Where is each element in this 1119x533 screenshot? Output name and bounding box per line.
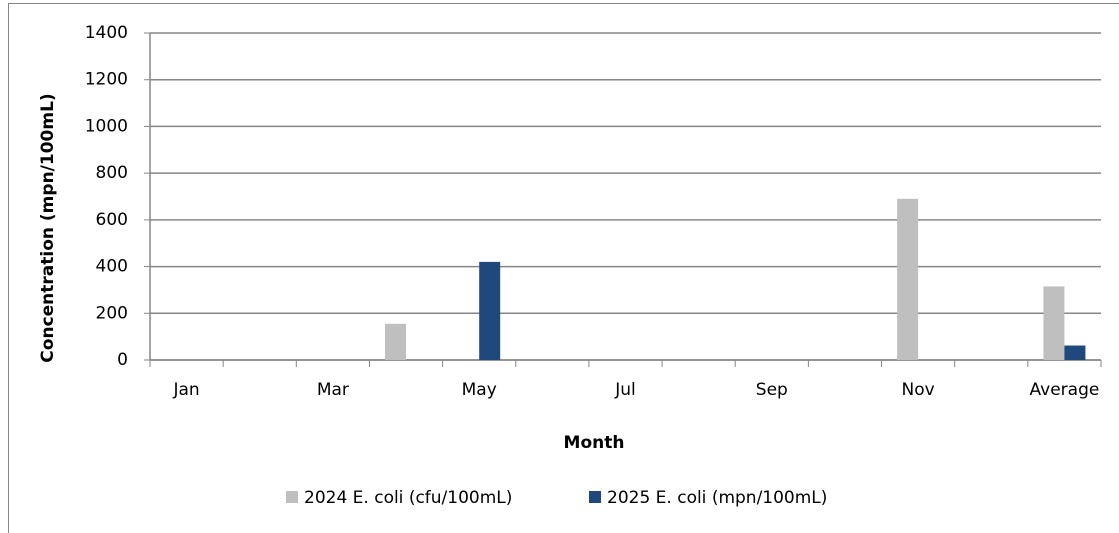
legend-swatch bbox=[589, 491, 601, 503]
x-axis-title: Month bbox=[564, 433, 625, 453]
bar bbox=[385, 323, 407, 360]
y-tick-label: 600 bbox=[96, 210, 128, 230]
legend-label: 2025 E. coli (mpn/100mL) bbox=[607, 488, 827, 508]
legend-label: 2024 E. coli (cfu/100mL) bbox=[304, 488, 512, 508]
x-tick-label: Jan bbox=[172, 380, 199, 400]
bar bbox=[1043, 286, 1065, 360]
x-tick-label: Mar bbox=[317, 380, 349, 400]
x-tick-label: Jul bbox=[614, 380, 636, 400]
x-tick-label: Average bbox=[1030, 380, 1100, 400]
bar bbox=[897, 198, 919, 360]
y-tick-label: 800 bbox=[96, 163, 128, 183]
chart-frame bbox=[8, 3, 1119, 533]
y-tick-label: 400 bbox=[96, 257, 128, 277]
y-tick-label: 0 bbox=[117, 350, 128, 370]
x-tick-label: May bbox=[462, 380, 497, 400]
x-tick-label: Nov bbox=[902, 380, 935, 400]
y-tick-label: 1200 bbox=[85, 70, 128, 90]
y-tick-label: 1000 bbox=[85, 116, 128, 136]
bar bbox=[1064, 345, 1086, 360]
bar bbox=[479, 261, 501, 360]
x-tick-label: Sep bbox=[756, 380, 788, 400]
legend-swatch bbox=[286, 491, 298, 503]
y-tick-label: 200 bbox=[96, 303, 128, 323]
y-axis-title: Concentration (mpn/100mL) bbox=[38, 93, 58, 362]
y-tick-label: 1400 bbox=[85, 23, 128, 43]
